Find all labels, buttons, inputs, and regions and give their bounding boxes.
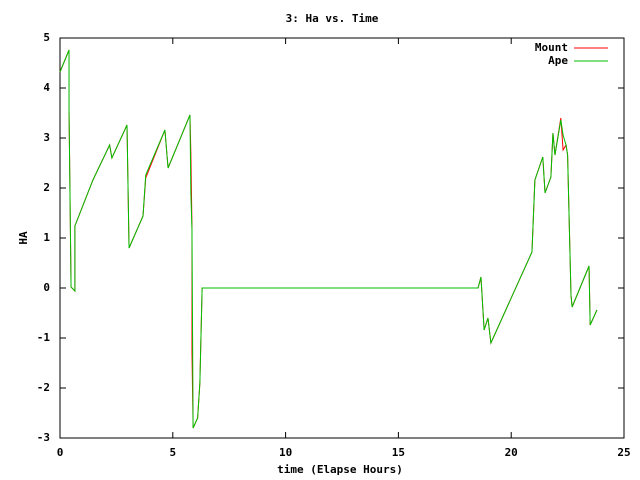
y-tick-label: 1 bbox=[43, 231, 50, 244]
y-tick-label: 2 bbox=[43, 181, 50, 194]
legend-label: Mount bbox=[535, 41, 568, 54]
y-tick-label: -1 bbox=[37, 331, 51, 344]
x-tick-label: 15 bbox=[392, 446, 405, 459]
x-axis-label: time (Elapse Hours) bbox=[277, 463, 403, 476]
y-tick-label: 3 bbox=[43, 131, 50, 144]
series-line bbox=[59, 49, 598, 429]
y-tick-label: -3 bbox=[37, 431, 50, 444]
x-tick-label: 5 bbox=[169, 446, 176, 459]
chart-title: 3: Ha vs. Time bbox=[286, 12, 379, 25]
y-tick-label: -2 bbox=[37, 381, 50, 394]
plot-border bbox=[59, 37, 625, 439]
y-tick-label: 5 bbox=[43, 31, 50, 44]
x-tick-label: 10 bbox=[279, 446, 292, 459]
y-axis-label: HA bbox=[17, 231, 30, 245]
y-tick-label: 4 bbox=[43, 81, 50, 94]
series-line bbox=[59, 49, 598, 429]
y-tick-label: 0 bbox=[43, 281, 50, 294]
legend-label: Ape bbox=[548, 54, 568, 67]
x-tick-label: 20 bbox=[505, 446, 518, 459]
x-tick-label: 0 bbox=[57, 446, 64, 459]
x-tick-label: 25 bbox=[617, 446, 630, 459]
